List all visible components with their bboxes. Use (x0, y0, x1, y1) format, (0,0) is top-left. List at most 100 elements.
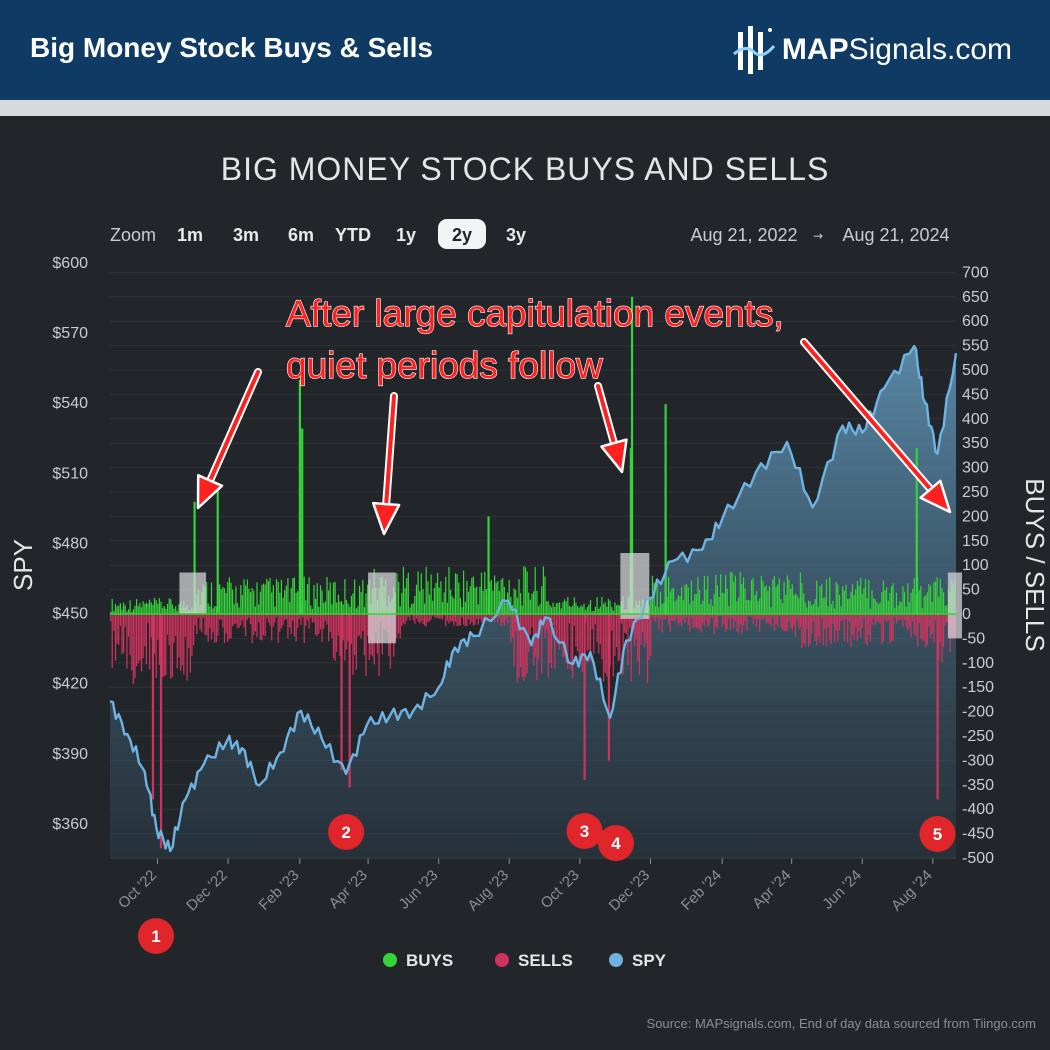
sell-bar (674, 614, 676, 622)
sell-bar (794, 614, 797, 637)
buy-bar (874, 599, 876, 614)
buy-bar (230, 582, 232, 614)
sell-bar (580, 614, 582, 655)
sell-bar (622, 614, 624, 675)
sell-bar (757, 614, 759, 619)
zoom-option-YTD[interactable]: YTD (335, 225, 371, 245)
sell-bar (282, 614, 284, 626)
sell-bar (876, 614, 878, 622)
buy-bar (705, 589, 707, 614)
sell-bar (604, 614, 606, 673)
sell-bar (235, 614, 237, 624)
buy-bar (767, 591, 769, 614)
sell-bar (762, 614, 764, 620)
buy-bar (816, 580, 818, 614)
legend-label-spy[interactable]: SPY (632, 951, 667, 970)
sell-bar (850, 614, 852, 647)
sell-bar (733, 614, 735, 628)
sell-bar (520, 614, 522, 668)
buy-bar (801, 583, 803, 614)
buy-bar (734, 575, 736, 614)
sell-bar (934, 614, 937, 621)
sell-bar (845, 614, 847, 619)
buy-bar (554, 606, 556, 614)
sell-bar (910, 614, 912, 638)
buy-bar (604, 602, 606, 614)
sell-bar (855, 614, 857, 628)
sell-bar (772, 614, 774, 618)
buy-bar (772, 579, 774, 614)
buy-bar (121, 609, 123, 614)
buy-bar (241, 594, 244, 614)
zoom-option-1m[interactable]: 1m (177, 225, 203, 245)
zoom-option-6m[interactable]: 6m (288, 225, 314, 245)
sell-bar (679, 614, 681, 624)
sell-bar (677, 614, 680, 625)
sell-bar (140, 614, 143, 672)
buy-bar (220, 589, 222, 614)
annotation: After large capitulation events, quiet p… (196, 292, 952, 536)
sell-bar (593, 614, 595, 654)
buy-bar (943, 592, 945, 614)
buy-bar (280, 579, 283, 614)
sell-bar (585, 614, 587, 623)
legend-label-buys[interactable]: BUYS (406, 951, 453, 970)
buy-bar (843, 590, 845, 614)
buy-bar (461, 607, 463, 614)
zoom-selected-pill (438, 219, 486, 249)
mapsignals-logo-icon (732, 26, 776, 74)
sell-bar (453, 614, 455, 626)
sell-bar (684, 614, 686, 623)
buy-bar (516, 597, 518, 614)
buy-bar (537, 606, 540, 614)
buy-bar (206, 582, 208, 614)
sell-bar (547, 614, 549, 678)
range-start[interactable]: Aug 21, 2022 (690, 225, 797, 245)
sell-bar (342, 614, 344, 641)
zoom-option-1y[interactable]: 1y (396, 225, 416, 245)
sell-bar (435, 614, 437, 618)
event-marker-1 (138, 918, 175, 954)
annotation-arrow (802, 340, 933, 492)
sell-bar (676, 614, 678, 619)
buy-bar (170, 599, 172, 614)
buy-bar (806, 607, 808, 614)
buy-bar (923, 596, 925, 614)
buy-bar (292, 578, 294, 614)
zoom-option-3y[interactable]: 3y (506, 225, 526, 245)
buy-bar (440, 581, 442, 614)
buy-bar (619, 605, 621, 614)
range-end[interactable]: Aug 21, 2024 (842, 225, 949, 245)
sell-bar (578, 614, 580, 668)
buy-bar (539, 604, 541, 614)
buy-bar (840, 606, 842, 614)
sell-bar (183, 614, 185, 675)
buy-bar (350, 595, 353, 614)
buy-bar (886, 587, 888, 614)
buy-peak-bar (298, 379, 302, 614)
sell-bar (485, 614, 488, 620)
buy-bar (814, 599, 816, 614)
buy-bar (275, 579, 278, 614)
sell-bar (572, 614, 574, 679)
sell-bar (930, 614, 932, 639)
zoom-option-2y[interactable]: 2y (452, 225, 472, 245)
buy-bar (139, 602, 141, 614)
sell-bar (902, 614, 904, 627)
event-markers: 1 2 3 4 5 (138, 813, 956, 954)
right-tick-label: 50 (962, 582, 980, 599)
legend-label-sells[interactable]: SELLS (518, 951, 573, 970)
sell-bar (277, 614, 279, 643)
zoom-option-3m[interactable]: 3m (233, 225, 259, 245)
sell-bar (261, 614, 263, 641)
sell-bar (692, 614, 694, 628)
sell-bar (598, 614, 600, 654)
buy-bar (785, 594, 787, 614)
sell-bar (175, 614, 177, 636)
sell-bar (249, 614, 252, 625)
sell-bar (928, 614, 930, 627)
buy-bar (293, 577, 296, 614)
event-marker-4 (597, 825, 634, 861)
buy-bar (817, 606, 819, 614)
right-tick-label: 650 (962, 289, 989, 306)
